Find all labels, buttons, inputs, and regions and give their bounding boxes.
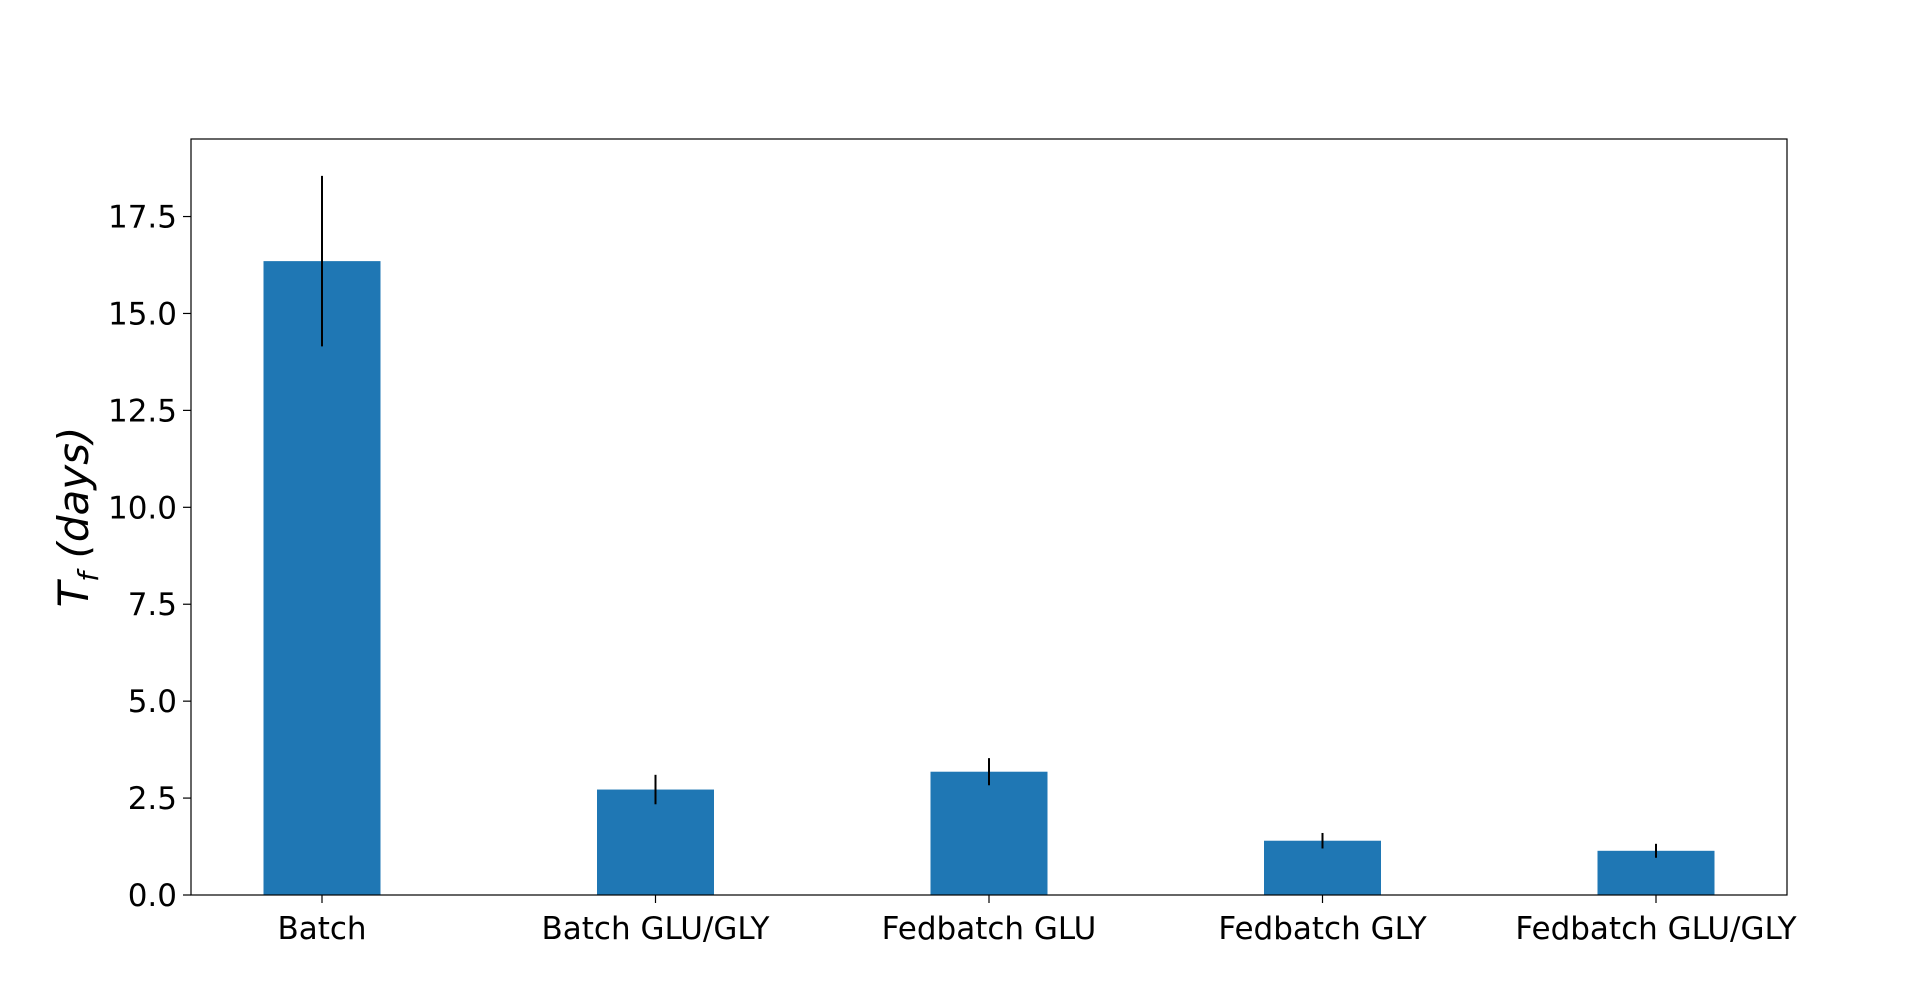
y-tick-label-0: 0.0 [128,878,177,914]
x-axis-ticks: Batch Batch GLU/GLY Fedbatch GLU Fedbatch G… [277,895,1797,947]
x-tick-label-4: Fedbatch GLU/GLY [1515,911,1796,947]
bar-3 [1264,840,1381,895]
x-tick-label-3: Fedbatch GLY [1218,911,1426,947]
y-tick-label-6: 15.0 [108,296,177,332]
y-axis-label-main: T [49,578,98,607]
y-tick-label-5: 12.5 [108,393,177,429]
y-tick-label-1: 2.5 [128,781,177,817]
x-tick-label-2: Fedbatch GLU [882,911,1097,947]
y-tick-label-3: 7.5 [128,587,177,623]
y-axis-label: Tf (days) [49,427,105,608]
y-tick-label-2: 5.0 [128,684,177,720]
bar-2 [930,771,1048,895]
x-tick-label-1: Batch GLU/GLY [542,911,770,947]
y-tick-label-7: 17.5 [108,200,177,236]
bar-1 [597,789,714,895]
bar-4 [1597,850,1715,895]
bars-group [263,261,1715,896]
y-axis-label-rest: (days) [49,427,98,572]
error-bars-group [321,175,1657,858]
y-tick-label-4: 10.0 [108,490,177,526]
bar-0 [263,261,381,896]
x-tick-label-0: Batch [277,911,366,947]
y-axis-ticks: 0.0 2.5 5.0 7.5 10.0 12.5 15.0 17.5 [108,200,191,914]
